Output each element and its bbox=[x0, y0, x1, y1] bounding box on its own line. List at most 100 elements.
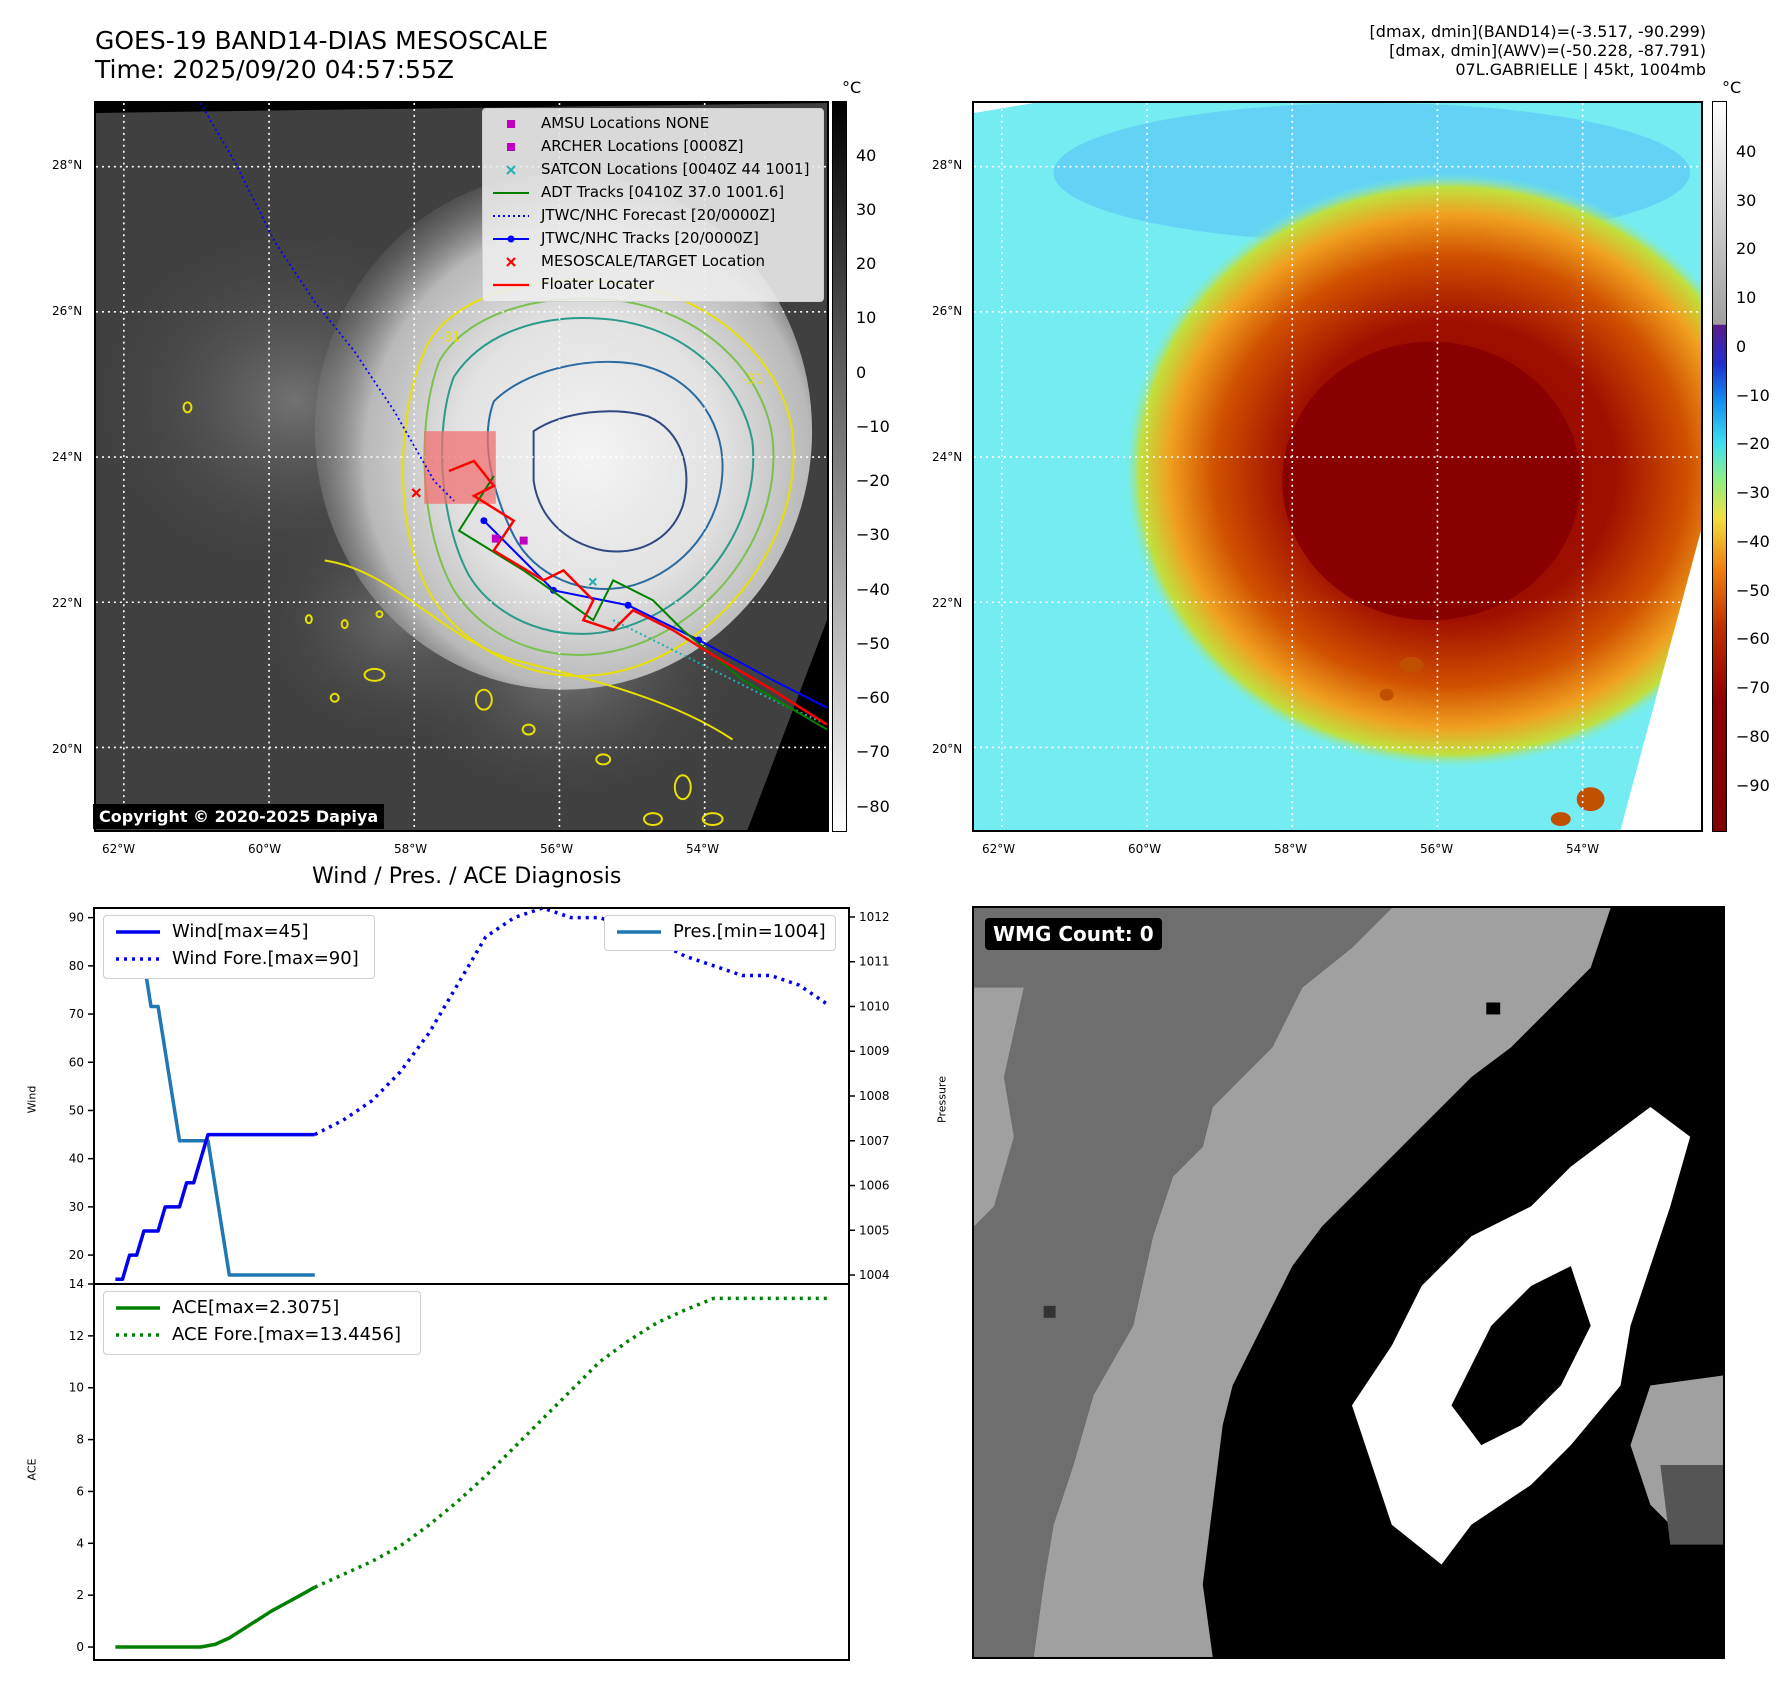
cb-left-tick: −50 bbox=[856, 634, 890, 653]
ir-color-image bbox=[974, 103, 1701, 830]
cb-left-tick: −30 bbox=[856, 525, 890, 544]
wind-tick-label: 30 bbox=[69, 1200, 84, 1214]
contour-label-2: -31 bbox=[742, 372, 763, 387]
pressure-tick-label: 1004 bbox=[859, 1268, 890, 1282]
cb-left-tick: 10 bbox=[856, 308, 877, 327]
lat-label: 24°N bbox=[932, 450, 963, 464]
lat-label: 20°N bbox=[932, 742, 963, 756]
wind-tick-label: 80 bbox=[69, 959, 84, 973]
lon-label: 56°W bbox=[1420, 842, 1454, 856]
cb-right-tick: −20 bbox=[1736, 434, 1770, 453]
lon-label: 58°W bbox=[1274, 842, 1308, 856]
wmg-count-badge: WMG Count: 0 bbox=[985, 918, 1162, 950]
info-band14: [dmax, dmin](BAND14)=(-3.517, -90.299) bbox=[1369, 22, 1706, 41]
pressure-tick-label: 1006 bbox=[859, 1179, 890, 1193]
cb-left-tick: −60 bbox=[856, 688, 890, 707]
pressure-tick-label: 1008 bbox=[859, 1089, 890, 1103]
cb-right-tick: −70 bbox=[1736, 678, 1770, 697]
copyright-badge: Copyright © 2020-2025 Dapiya bbox=[93, 804, 385, 829]
ace-tick-label: 0 bbox=[76, 1640, 84, 1654]
wmg-panel bbox=[972, 906, 1725, 1659]
ace-tick-label: 6 bbox=[76, 1484, 84, 1498]
diagnosis-title: Wind / Pres. / ACE Diagnosis bbox=[312, 864, 622, 889]
cb-right-tick: −40 bbox=[1736, 532, 1770, 551]
wind-tick-label: 70 bbox=[69, 1007, 84, 1021]
lat-label: 28°N bbox=[932, 158, 963, 172]
lat-label: 20°N bbox=[52, 742, 83, 756]
cb-left-tick: 30 bbox=[856, 200, 877, 219]
wind-tick-label: 60 bbox=[69, 1055, 84, 1069]
title-line-2: Time: 2025/09/20 04:57:55Z bbox=[95, 55, 454, 84]
cb-right-tick: −10 bbox=[1736, 386, 1770, 405]
wind-forecast-line bbox=[314, 906, 829, 1137]
lat-label: 26°N bbox=[52, 304, 83, 318]
ace-plot: 0 2 4 6 8 10 12 14 bbox=[69, 1277, 828, 1654]
pressure-tick-label: 1012 bbox=[859, 910, 890, 924]
map-legend: AMSU Locations NONE ARCHER Locations [00… bbox=[482, 108, 824, 302]
pressure-legend: Pres.[min=1004] bbox=[604, 915, 836, 951]
wmg-image bbox=[974, 908, 1723, 1657]
ace-legend: ACE[max=2.3075] ACE Fore.[max=13.4456] bbox=[103, 1291, 421, 1355]
wind-line bbox=[115, 1132, 315, 1281]
cb-right-tick: −90 bbox=[1736, 776, 1770, 795]
colorbar-right bbox=[1712, 101, 1727, 832]
lon-label: 54°W bbox=[1566, 842, 1600, 856]
wind-legend: Wind[max=45] Wind Fore.[max=90] bbox=[103, 915, 375, 979]
lat-label: 26°N bbox=[932, 304, 963, 318]
lon-label: 60°W bbox=[248, 842, 282, 856]
lon-label: 62°W bbox=[102, 842, 136, 856]
lat-label: 24°N bbox=[52, 450, 83, 464]
storm-info: [dmax, dmin](BAND14)=(-3.517, -90.299) [… bbox=[1370, 22, 1706, 79]
lon-label: 54°W bbox=[686, 842, 720, 856]
cb-left-tick: −80 bbox=[856, 797, 890, 816]
pressure-tick-label: 1007 bbox=[859, 1134, 890, 1148]
wind-tick-label: 20 bbox=[69, 1248, 84, 1262]
ir-color-map bbox=[972, 101, 1703, 832]
cb-left-tick: 40 bbox=[856, 146, 877, 165]
ace-tick-label: 14 bbox=[69, 1277, 84, 1291]
lon-label: 56°W bbox=[540, 842, 574, 856]
lon-label: 62°W bbox=[982, 842, 1016, 856]
cb-right-tick: −80 bbox=[1736, 727, 1770, 746]
cb-left-tick: −10 bbox=[856, 417, 890, 436]
cb-right-tick: 40 bbox=[1736, 142, 1757, 161]
pressure-line bbox=[115, 915, 315, 1277]
ace-line bbox=[115, 1585, 316, 1649]
cb-right-tick: 10 bbox=[1736, 288, 1757, 307]
ace-tick-label: 8 bbox=[76, 1433, 84, 1447]
pressure-tick-label: 1011 bbox=[859, 955, 890, 969]
cb-right-tick: −50 bbox=[1736, 581, 1770, 600]
ace-axes-frame bbox=[93, 1283, 850, 1661]
cb-left-tick: −20 bbox=[856, 471, 890, 490]
wind-tick-label: 90 bbox=[69, 911, 84, 925]
ace-tick-label: 10 bbox=[69, 1381, 84, 1395]
lat-label: 22°N bbox=[52, 596, 83, 610]
ace-tick-label: 4 bbox=[76, 1536, 84, 1550]
ace-tick-label: 12 bbox=[69, 1329, 84, 1343]
cb-left-tick: −40 bbox=[856, 580, 890, 599]
cb-left-tick: 20 bbox=[856, 254, 877, 273]
title-line-1: GOES-19 BAND14-DIAS MESOSCALE bbox=[95, 26, 549, 55]
colorbar-left bbox=[832, 101, 847, 832]
lat-label: 28°N bbox=[52, 158, 83, 172]
cb-right-tick: −60 bbox=[1736, 629, 1770, 648]
cb-right-tick: 0 bbox=[1736, 337, 1747, 356]
cb-right-tick: 20 bbox=[1736, 239, 1757, 258]
contour-label-1: -31 bbox=[439, 331, 460, 346]
lon-label: 58°W bbox=[394, 842, 428, 856]
info-storm: 07L.GABRIELLE | 45kt, 1004mb bbox=[1455, 60, 1706, 79]
pressure-tick-label: 1005 bbox=[859, 1223, 890, 1237]
lon-label: 60°W bbox=[1128, 842, 1162, 856]
colorbar-left-unit: °C bbox=[842, 78, 862, 97]
cb-right-tick: −30 bbox=[1736, 483, 1770, 502]
cb-left-tick: 0 bbox=[856, 363, 867, 382]
info-awv: [dmax, dmin](AWV)=(-50.228, -87.791) bbox=[1389, 41, 1706, 60]
ace-tick-label: 2 bbox=[76, 1588, 84, 1602]
lat-label: 22°N bbox=[932, 596, 963, 610]
colorbar-right-unit: °C bbox=[1722, 78, 1742, 97]
pressure-tick-label: 1009 bbox=[859, 1044, 890, 1058]
ir-grayscale-map: -31 -31 AMSU Lo bbox=[94, 101, 829, 832]
figure-title: GOES-19 BAND14-DIAS MESOSCALE Time: 2025… bbox=[95, 26, 548, 84]
wind-tick-label: 50 bbox=[69, 1103, 84, 1117]
